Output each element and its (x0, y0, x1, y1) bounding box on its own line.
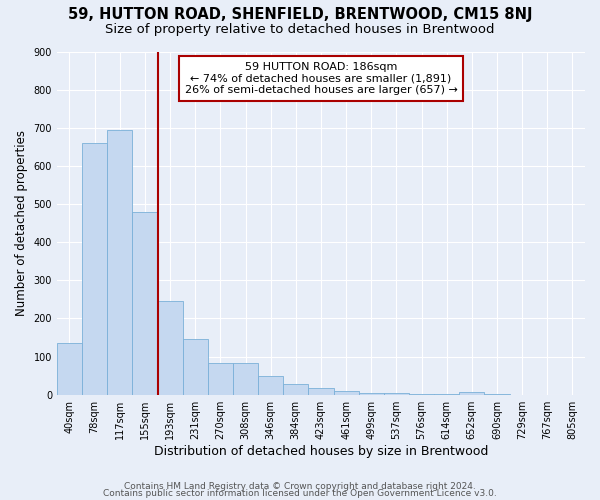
Bar (334, 391, 359, 394)
Bar (133, 212, 158, 394)
Text: Size of property relative to detached houses in Brentwood: Size of property relative to detached ho… (105, 22, 495, 36)
Bar (384, 393, 409, 394)
Bar (57, 343, 82, 394)
Bar (182, 338, 208, 394)
X-axis label: Distribution of detached houses by size in Brentwood: Distribution of detached houses by size … (154, 444, 488, 458)
Y-axis label: Number of detached properties: Number of detached properties (15, 130, 28, 316)
Text: 59 HUTTON ROAD: 186sqm
← 74% of detached houses are smaller (1,891)
26% of semi-: 59 HUTTON ROAD: 186sqm ← 74% of detached… (185, 62, 457, 95)
Bar (283, 384, 308, 394)
Bar (258, 376, 283, 394)
Bar (107, 130, 133, 394)
Bar (208, 363, 233, 394)
Text: 59, HUTTON ROAD, SHENFIELD, BRENTWOOD, CM15 8NJ: 59, HUTTON ROAD, SHENFIELD, BRENTWOOD, C… (68, 8, 532, 22)
Bar (158, 300, 182, 394)
Text: Contains public sector information licensed under the Open Government Licence v3: Contains public sector information licen… (103, 490, 497, 498)
Bar (308, 388, 334, 394)
Bar (233, 363, 258, 394)
Text: Contains HM Land Registry data © Crown copyright and database right 2024.: Contains HM Land Registry data © Crown c… (124, 482, 476, 491)
Bar (459, 392, 484, 394)
Bar (82, 143, 107, 395)
Bar (359, 393, 384, 394)
